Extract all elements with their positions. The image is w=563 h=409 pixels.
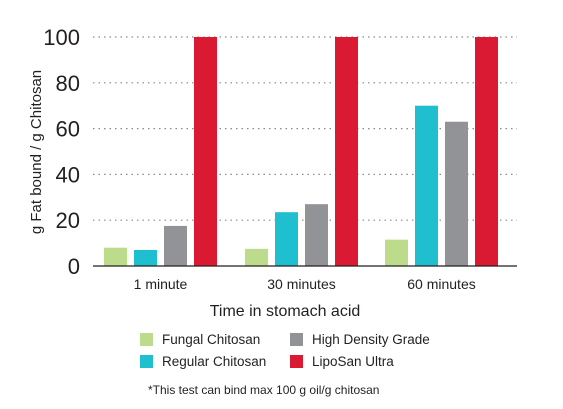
x-tick-label: 30 minutes — [267, 276, 335, 292]
bar-fungal-chitosan-2 — [385, 239, 408, 266]
x-tick-label: 60 minutes — [407, 276, 475, 292]
legend: Fungal Chitosan High Density Grade Regular… — [140, 331, 470, 369]
bar-high-density-grade-1 — [305, 204, 328, 266]
bar-liposan-ultra-2 — [475, 37, 498, 266]
bar-liposan-ultra-0 — [194, 37, 217, 266]
bar-chart: 0 20 40 60 80 100 1 minute 30 minutes 60 minute… — [28, 25, 517, 320]
bar-high-density-grade-0 — [164, 225, 187, 266]
y-axis-label: g Fat bound / g Chitosan — [28, 70, 45, 234]
legend-item: Fungal Chitosan — [140, 331, 290, 347]
bar-liposan-ultra-1 — [335, 37, 358, 266]
bar-regular-chitosan-1 — [275, 212, 298, 266]
y-tick-label: 60 — [56, 117, 80, 142]
legend-item: Regular Chitosan — [140, 353, 290, 369]
x-axis-label: Time in stomach acid — [210, 303, 361, 320]
y-tick-label: 40 — [56, 162, 80, 187]
legend-label: LipoSan Ultra — [312, 353, 394, 369]
legend-item: LipoSan Ultra — [290, 353, 460, 369]
y-tick-label: 0 — [68, 254, 80, 279]
legend-swatch — [290, 354, 303, 368]
y-tick-label: 100 — [43, 25, 80, 50]
y-tick-label: 20 — [56, 208, 80, 233]
legend-swatch — [140, 332, 153, 346]
bar-high-density-grade-2 — [445, 121, 468, 266]
bar-regular-chitosan-2 — [415, 105, 438, 266]
legend-label: Regular Chitosan — [162, 353, 267, 369]
bar-regular-chitosan-0 — [134, 249, 157, 266]
legend-swatch — [140, 354, 153, 368]
legend-swatch — [290, 332, 303, 346]
y-tick-label: 80 — [56, 71, 80, 96]
legend-label: Fungal Chitosan — [162, 331, 261, 347]
bar-fungal-chitosan-0 — [104, 247, 127, 266]
x-tick-label: 1 minute — [134, 276, 188, 292]
bar-fungal-chitosan-1 — [245, 248, 268, 266]
footnote: *This test can bind max 100 g oil/g chit… — [148, 383, 380, 397]
legend-label: High Density Grade — [312, 331, 430, 347]
legend-item: High Density Grade — [290, 331, 460, 347]
